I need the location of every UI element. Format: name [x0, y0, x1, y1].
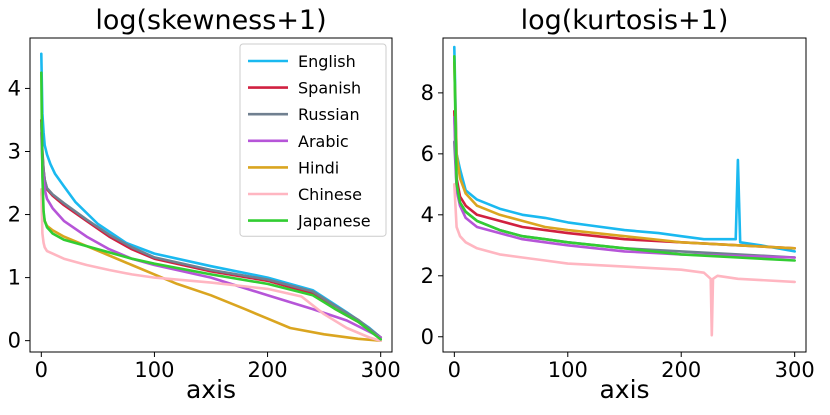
x-tick-label: 200: [661, 358, 701, 382]
series-line-english: [452, 45, 797, 253]
y-tick-label: 3: [8, 139, 21, 163]
x-tick-label: 300: [361, 358, 401, 382]
legend-box: [239, 43, 387, 237]
x-tick-label: 0: [448, 358, 461, 382]
y-tick-label: 2: [421, 264, 434, 288]
series-line-hindi: [452, 61, 797, 250]
legend-label-arabic: Arabic: [298, 132, 349, 151]
x-tick-label: 100: [134, 358, 174, 382]
plot-frame: [442, 37, 807, 353]
x-tick-label: 0: [35, 358, 48, 382]
series-line-arabic: [39, 131, 383, 339]
y-tick-label: 2: [8, 203, 21, 227]
chart-title: log(skewness+1): [95, 5, 326, 36]
legend-label-english: English: [298, 52, 356, 71]
x-axis-label: axis: [599, 375, 649, 404]
series-line-chinese: [452, 183, 797, 337]
legend-label-chinese: Chinese: [298, 185, 362, 204]
series-line-spanish: [452, 109, 797, 250]
y-tick-label: 1: [8, 266, 21, 290]
series-line-japanese: [452, 54, 797, 262]
y-tick-label: 0: [8, 329, 21, 353]
x-tick-label: 300: [775, 358, 815, 382]
y-tick-label: 6: [421, 142, 434, 166]
legend-label-hindi: Hindi: [298, 158, 339, 177]
x-tick-label: 200: [248, 358, 288, 382]
series-line-japanese: [39, 71, 383, 341]
x-tick-label: 100: [548, 358, 588, 382]
y-tick-label: 0: [421, 325, 434, 349]
legend-label-spanish: Spanish: [298, 79, 361, 98]
plot-frame: [29, 37, 393, 353]
skewness-panel: log(skewness+1) 0 100 200 300 0 1 2 3 4 axis Englis…: [8, 5, 401, 404]
chart-title: log(kurtosis+1): [521, 5, 729, 36]
kurtosis-panel: log(kurtosis+1) 0 100 200 300 0 2 4 6 8 axis: [421, 5, 815, 404]
y-tick-label: 8: [421, 81, 434, 105]
y-tick-label: 4: [8, 76, 21, 100]
x-axis-label: axis: [186, 375, 236, 404]
series-line-chinese: [39, 188, 383, 343]
legend-label-russian: Russian: [298, 105, 360, 124]
y-tick-label: 4: [421, 203, 434, 227]
legend-label-japanese: Japanese: [297, 212, 371, 231]
